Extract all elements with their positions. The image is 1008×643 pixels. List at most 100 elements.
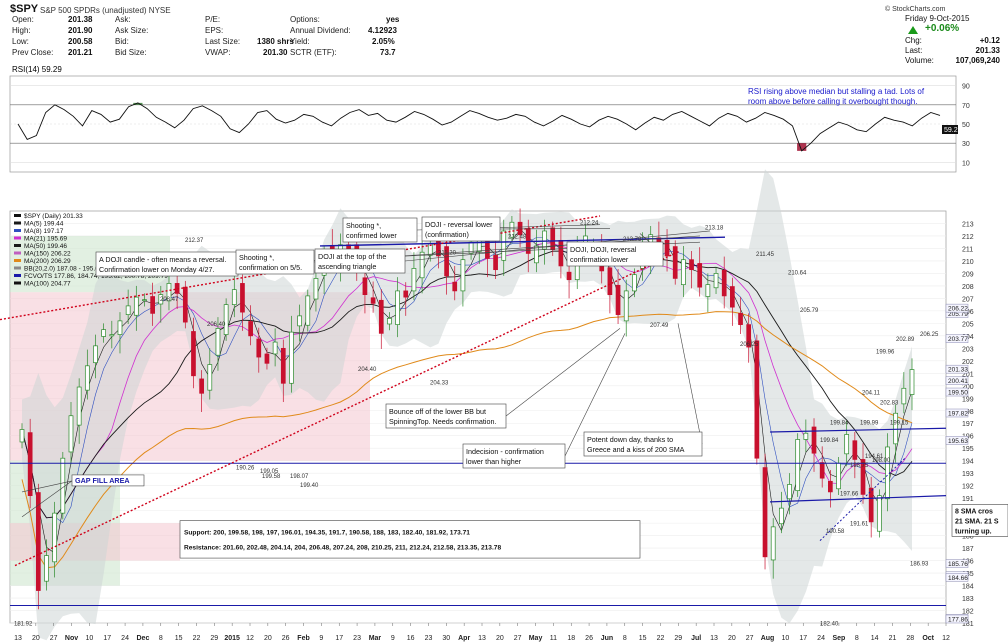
candle-body (762, 467, 768, 558)
candle-body (909, 369, 915, 395)
x-tick-label: 27 (514, 635, 522, 642)
price-panel: 2132122112102092082072062052042032022012… (0, 169, 1008, 642)
candle-body (697, 263, 703, 288)
up-arrow-icon (908, 26, 918, 34)
candle-body (19, 429, 25, 443)
candle-body (240, 283, 245, 313)
x-tick-label: 27 (50, 635, 58, 642)
price-label: 205.79 (800, 308, 819, 314)
annotation-text: Shooting *, confirmation on 5/5. (239, 253, 302, 272)
candle-body (566, 271, 572, 281)
legend-entry: $SPY (Daily) 201.33 (24, 213, 83, 220)
right-value-label: 203.77 (948, 336, 968, 343)
legend-entry: MA(150) 206.22 (24, 251, 71, 258)
right-value-label: 206.22 (948, 306, 968, 313)
annotation-text: DOJI at the top of the ascending triangle (318, 252, 386, 271)
rsi-last-badge (942, 125, 958, 134)
rsi-tick-label: 30 (962, 141, 970, 148)
candle-body (191, 331, 196, 377)
right-value-badge (945, 436, 969, 445)
price-label: 213.78 (623, 237, 642, 243)
price-tick-label: 192 (962, 484, 974, 491)
x-tick-label: Oct (922, 635, 934, 642)
price-label: 202.83 (880, 401, 899, 407)
x-tick-label: 20 (496, 635, 504, 642)
candle-body (150, 296, 155, 314)
x-tick-label: 17 (103, 635, 111, 642)
price-tick-label: 203 (962, 346, 974, 353)
x-tick-label: 29 (210, 635, 218, 642)
candle-body (795, 439, 801, 492)
annotation-box (314, 248, 406, 274)
right-value-label: 197.82 (948, 411, 968, 418)
price-label: 198.07 (290, 474, 309, 480)
support-text: Support: 200, 199.58, 198, 197, 196.01, … (184, 529, 470, 536)
candle-body (607, 267, 613, 295)
price-label: 186.93 (910, 562, 929, 568)
candle-body (885, 446, 890, 500)
quote-open: Open: 201.38 (12, 15, 93, 24)
gap-fill-label: GAP FILL AREA (75, 476, 130, 485)
candle-body (199, 378, 204, 394)
right-value-badge (945, 387, 969, 397)
x-tick-label: May (529, 635, 543, 642)
rsi-tick-label: 50 (962, 122, 970, 129)
candle-body (787, 484, 792, 500)
x-tick-label: 30 (442, 635, 450, 642)
candle-body (746, 324, 752, 348)
candle-body (452, 281, 458, 292)
candle-body (117, 320, 123, 335)
price-label: 199.96 (876, 349, 895, 355)
legend-swatch (14, 244, 21, 247)
candle-body (272, 341, 278, 355)
quote-pe: P/E: (205, 15, 221, 24)
candle-body (713, 273, 719, 289)
price-label: 190.26 (236, 465, 255, 471)
price-tick-label: 187 (962, 546, 974, 553)
candle-body (550, 227, 556, 251)
candle-body (35, 492, 41, 591)
candle-body (893, 412, 899, 445)
rsi-annotation: RSI rising above median but stalling a t… (748, 87, 925, 106)
price-label: 206.40 (207, 322, 226, 328)
candle-body (803, 432, 809, 440)
candle-body (231, 289, 237, 305)
candle-body (93, 345, 98, 364)
x-tick-label: 8 (159, 635, 163, 642)
legend-entry: MA(8) 197.17 (24, 228, 64, 235)
quote-chg: Chg: +0.12 (905, 36, 1000, 45)
candle-body (852, 440, 858, 460)
annotation-box (235, 249, 315, 275)
x-tick-label: 8 (623, 635, 627, 642)
x-tick-label: 13 (710, 635, 718, 642)
x-tick-label: 10 (85, 635, 93, 642)
price-label: 202.89 (896, 337, 915, 343)
x-tick-label: 13 (14, 635, 22, 642)
price-label: 199.40 (300, 483, 319, 489)
price-tick-label: 195 (962, 446, 974, 453)
brand-logo: © StockCharts.com (885, 6, 946, 13)
x-tick-label: 21 (889, 635, 897, 642)
candle-body (460, 259, 466, 292)
price-tick-label: 205 (962, 321, 974, 328)
candle-body (827, 480, 833, 493)
right-value-label: 201.33 (948, 367, 968, 374)
x-tick-label: 28 (906, 635, 914, 642)
quote-ask-size: Ask Size: (115, 26, 149, 35)
candle-body (501, 230, 507, 261)
channel-bottom-line (14, 250, 681, 567)
x-tick-label: 23 (353, 635, 361, 642)
annotation-leader (404, 230, 711, 262)
resistance-line-sep (769, 427, 947, 433)
rsi-title: RSI(14) 59.29 (12, 65, 62, 74)
price-tick-label: 213 (962, 221, 974, 228)
x-tick-label: 22 (657, 635, 665, 642)
x-tick-label: 24 (121, 635, 129, 642)
annotation-text: DOJI, DOJI, reversal confirmation lower (570, 245, 637, 264)
x-ticks: 13 20 27 Nov 10 17 24 Dec 8 15 22 29 2015 12 20 26 Feb 9 1… (14, 623, 950, 642)
x-tick-label: Aug (761, 635, 775, 642)
annotation-text: Shooting *, confirmed lower (346, 221, 397, 240)
quote-bid: Bid: (115, 37, 129, 46)
rsi-last-label: 59.29 (944, 127, 962, 134)
